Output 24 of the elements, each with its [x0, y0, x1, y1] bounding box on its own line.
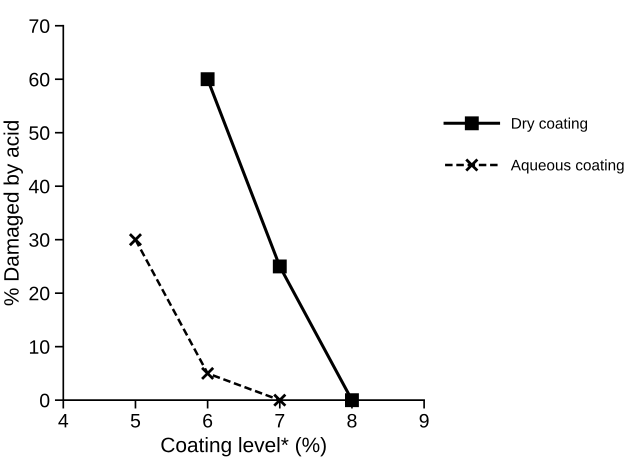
y-tick-label: 30	[29, 233, 50, 247]
y-tick-label: 70	[29, 19, 50, 33]
y-tick-label: 20	[29, 286, 50, 300]
y-tick-label: 50	[29, 126, 50, 140]
y-tick-label: 40	[28, 180, 50, 194]
y-axis-title: % Damaged by acid	[4, 121, 23, 306]
point	[272, 259, 287, 274]
x-axis-title: Coating level* (%)	[161, 437, 326, 456]
legend-label: Dry coating	[512, 118, 588, 132]
x-tick-label: 7	[275, 414, 284, 428]
y-tick-label: 60	[29, 72, 50, 86]
x-tick-label: 9	[420, 414, 429, 428]
x-tick-label: 5	[130, 414, 140, 428]
point	[345, 393, 359, 408]
point	[200, 366, 215, 380]
y-tick-label: 0	[40, 394, 50, 408]
y-tick-label: 10	[30, 340, 50, 354]
point	[272, 393, 287, 408]
x-tick-label: 6	[203, 414, 212, 428]
point	[128, 232, 142, 247]
x-tick-label: 8	[347, 414, 357, 428]
point	[200, 72, 215, 86]
legend-label: Aqueous coating	[510, 159, 624, 174]
x-tick-label: 4	[58, 414, 68, 428]
